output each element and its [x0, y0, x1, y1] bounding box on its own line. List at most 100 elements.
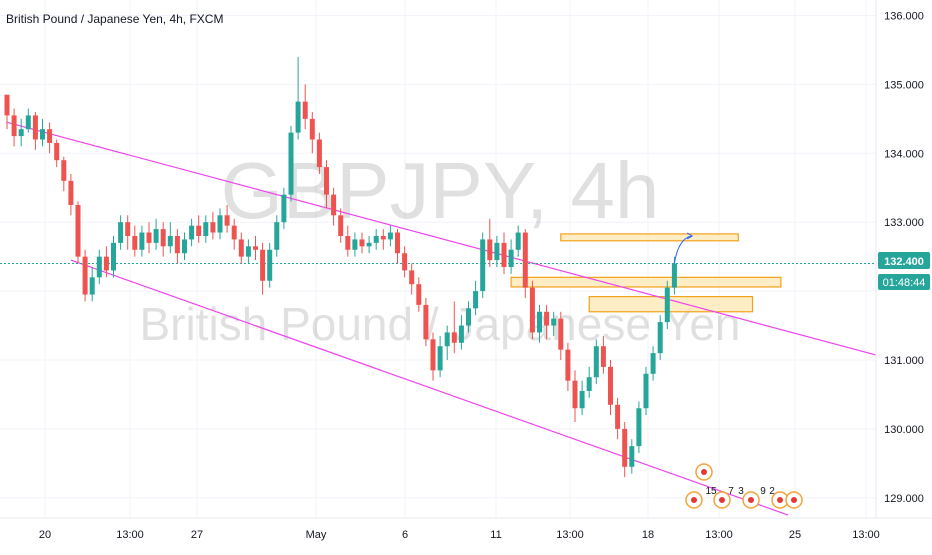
candle-body: [281, 195, 286, 223]
candle-body: [381, 236, 386, 239]
candle-body: [161, 229, 166, 246]
candle-body: [352, 239, 357, 249]
candle-body: [644, 374, 649, 408]
candle-body: [466, 308, 471, 325]
time-tick-label: May: [306, 529, 327, 541]
zone-rectangle: [511, 277, 781, 287]
candle-body: [594, 346, 599, 377]
candle-body: [40, 129, 45, 139]
candle-body: [182, 239, 187, 253]
candle-body: [260, 250, 265, 281]
candle-body: [19, 129, 24, 136]
time-tick-label: 11: [490, 529, 501, 541]
candle-body: [636, 408, 641, 446]
candle-body: [83, 257, 88, 295]
candle-body: [338, 215, 343, 236]
candle-body: [125, 222, 130, 236]
candle-body: [267, 250, 272, 281]
time-tick-label: 18: [642, 529, 654, 541]
event-marker-dot: [691, 497, 697, 503]
candle-body: [232, 226, 237, 240]
candle-body: [480, 239, 485, 291]
event-marker-dot: [719, 497, 725, 503]
candle-body: [310, 119, 315, 140]
time-tick-label: 6: [402, 529, 408, 541]
time-tick-label: 13:00: [556, 529, 584, 541]
candle-body: [459, 326, 464, 343]
candle-body: [296, 102, 301, 133]
candle-body: [118, 222, 123, 243]
candle-body: [210, 222, 215, 232]
candle-body: [487, 239, 492, 260]
candle-body: [388, 233, 393, 240]
candle-body: [345, 236, 350, 250]
candle-body: [360, 239, 365, 246]
candle-body: [90, 277, 95, 294]
time-tick-label: 20: [39, 529, 51, 541]
candle-body: [246, 246, 251, 256]
candle-body: [445, 332, 450, 346]
candle-body: [665, 288, 670, 322]
candle-body: [502, 243, 507, 267]
time-tick-label: 25: [789, 529, 801, 541]
countdown-label: 01:48:44: [883, 277, 926, 289]
candle-body: [367, 243, 372, 246]
candle-body: [544, 312, 549, 326]
candle-body: [289, 133, 294, 195]
candle-body: [54, 143, 59, 160]
candle-body: [26, 115, 31, 129]
zone-rectangle: [561, 234, 739, 241]
candle-body: [601, 346, 606, 367]
candle-body: [587, 377, 592, 391]
candle-body: [239, 239, 244, 256]
time-tick-label: 13:00: [705, 529, 733, 541]
candle-body: [452, 332, 457, 342]
candle-body: [615, 405, 620, 429]
candle-body: [523, 233, 528, 288]
candle-body: [97, 257, 102, 278]
candle-body: [154, 229, 159, 243]
candle-body: [147, 233, 152, 243]
event-marker-count: 15: [705, 486, 717, 497]
candle-body: [317, 140, 322, 168]
price-tick-label: 135.000: [884, 79, 924, 91]
event-marker-dot: [791, 497, 797, 503]
time-tick-label: 13:00: [116, 529, 144, 541]
candle-body: [672, 264, 677, 288]
candle-body: [168, 236, 173, 246]
event-marker-count: 3: [738, 486, 744, 497]
candle-body: [537, 312, 542, 333]
candle-body: [580, 391, 585, 408]
candle-body: [218, 215, 223, 232]
candle-body: [175, 236, 180, 253]
candle-body: [68, 181, 73, 205]
candle-body: [139, 233, 144, 250]
candle-body: [516, 233, 521, 250]
candle-body: [558, 319, 563, 350]
candle-body: [395, 233, 400, 254]
candle-body: [402, 253, 407, 270]
event-marker-dot: [748, 497, 754, 503]
candle-body: [225, 215, 230, 225]
price-tick-label: 134.000: [884, 148, 924, 160]
price-tick-label: 133.000: [884, 217, 924, 229]
time-tick-label: 27: [191, 529, 203, 541]
candle-body: [431, 339, 436, 370]
price-tick-label: 131.000: [884, 355, 924, 367]
candle-body: [203, 222, 208, 236]
candle-body: [331, 195, 336, 216]
price-tick-label: 130.000: [884, 424, 924, 436]
candle-body: [416, 284, 421, 305]
candle-body: [47, 129, 52, 143]
candle-body: [423, 305, 428, 339]
candle-body: [658, 322, 663, 353]
candle-body: [61, 160, 66, 181]
candle-body: [473, 291, 478, 308]
candle-body: [303, 102, 308, 119]
chart-title: British Pound / Japanese Yen, 4h, FXCM: [6, 12, 223, 26]
candle-body: [274, 222, 279, 250]
candle-body: [12, 115, 17, 136]
